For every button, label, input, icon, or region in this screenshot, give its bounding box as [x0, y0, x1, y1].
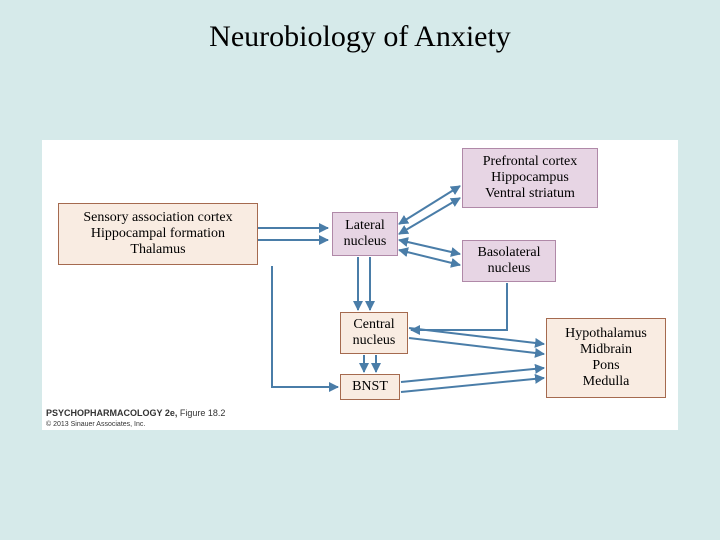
box-line: Pons — [592, 358, 619, 374]
credit-fig: Figure 18.2 — [180, 408, 226, 418]
box-line: nucleus — [344, 234, 387, 250]
box-line: Central — [353, 317, 394, 333]
credit-book: PSYCHOPHARMACOLOGY 2e, — [46, 408, 180, 418]
box-lateral-nucleus: Lateralnucleus — [332, 212, 398, 256]
box-line: Hypothalamus — [565, 326, 647, 342]
page-title: Neurobiology of Anxiety — [0, 20, 720, 54]
figure-credit: PSYCHOPHARMACOLOGY 2e, Figure 18.2 — [46, 408, 225, 418]
box-line: Ventral striatum — [485, 186, 575, 202]
box-line: Hippocampal formation — [91, 226, 225, 242]
box-line: BNST — [352, 379, 388, 395]
box-line: Midbrain — [580, 342, 632, 358]
box-central-nucleus: Centralnucleus — [340, 312, 408, 354]
box-line: Medulla — [583, 374, 630, 390]
box-bnst: BNST — [340, 374, 400, 400]
figure-panel: Sensory association cortexHippocampal fo… — [42, 140, 678, 430]
box-line: Prefrontal cortex — [483, 154, 577, 170]
box-sensory-input: Sensory association cortexHippocampal fo… — [58, 203, 258, 265]
box-basolateral-nucleus: Basolateralnucleus — [462, 240, 556, 282]
slide: Neurobiology of Anxiety Sensory associat… — [0, 0, 720, 540]
box-line: nucleus — [488, 261, 531, 277]
box-line: nucleus — [353, 333, 396, 349]
figure-copyright: © 2013 Sinauer Associates, Inc. — [46, 421, 145, 428]
box-line: Sensory association cortex — [83, 210, 232, 226]
box-prefrontal: Prefrontal cortexHippocampusVentral stri… — [462, 148, 598, 208]
box-line: Basolateral — [478, 245, 541, 261]
box-line: Lateral — [345, 218, 385, 234]
box-line: Thalamus — [130, 242, 185, 258]
box-line: Hippocampus — [491, 170, 569, 186]
box-output: HypothalamusMidbrainPonsMedulla — [546, 318, 666, 398]
